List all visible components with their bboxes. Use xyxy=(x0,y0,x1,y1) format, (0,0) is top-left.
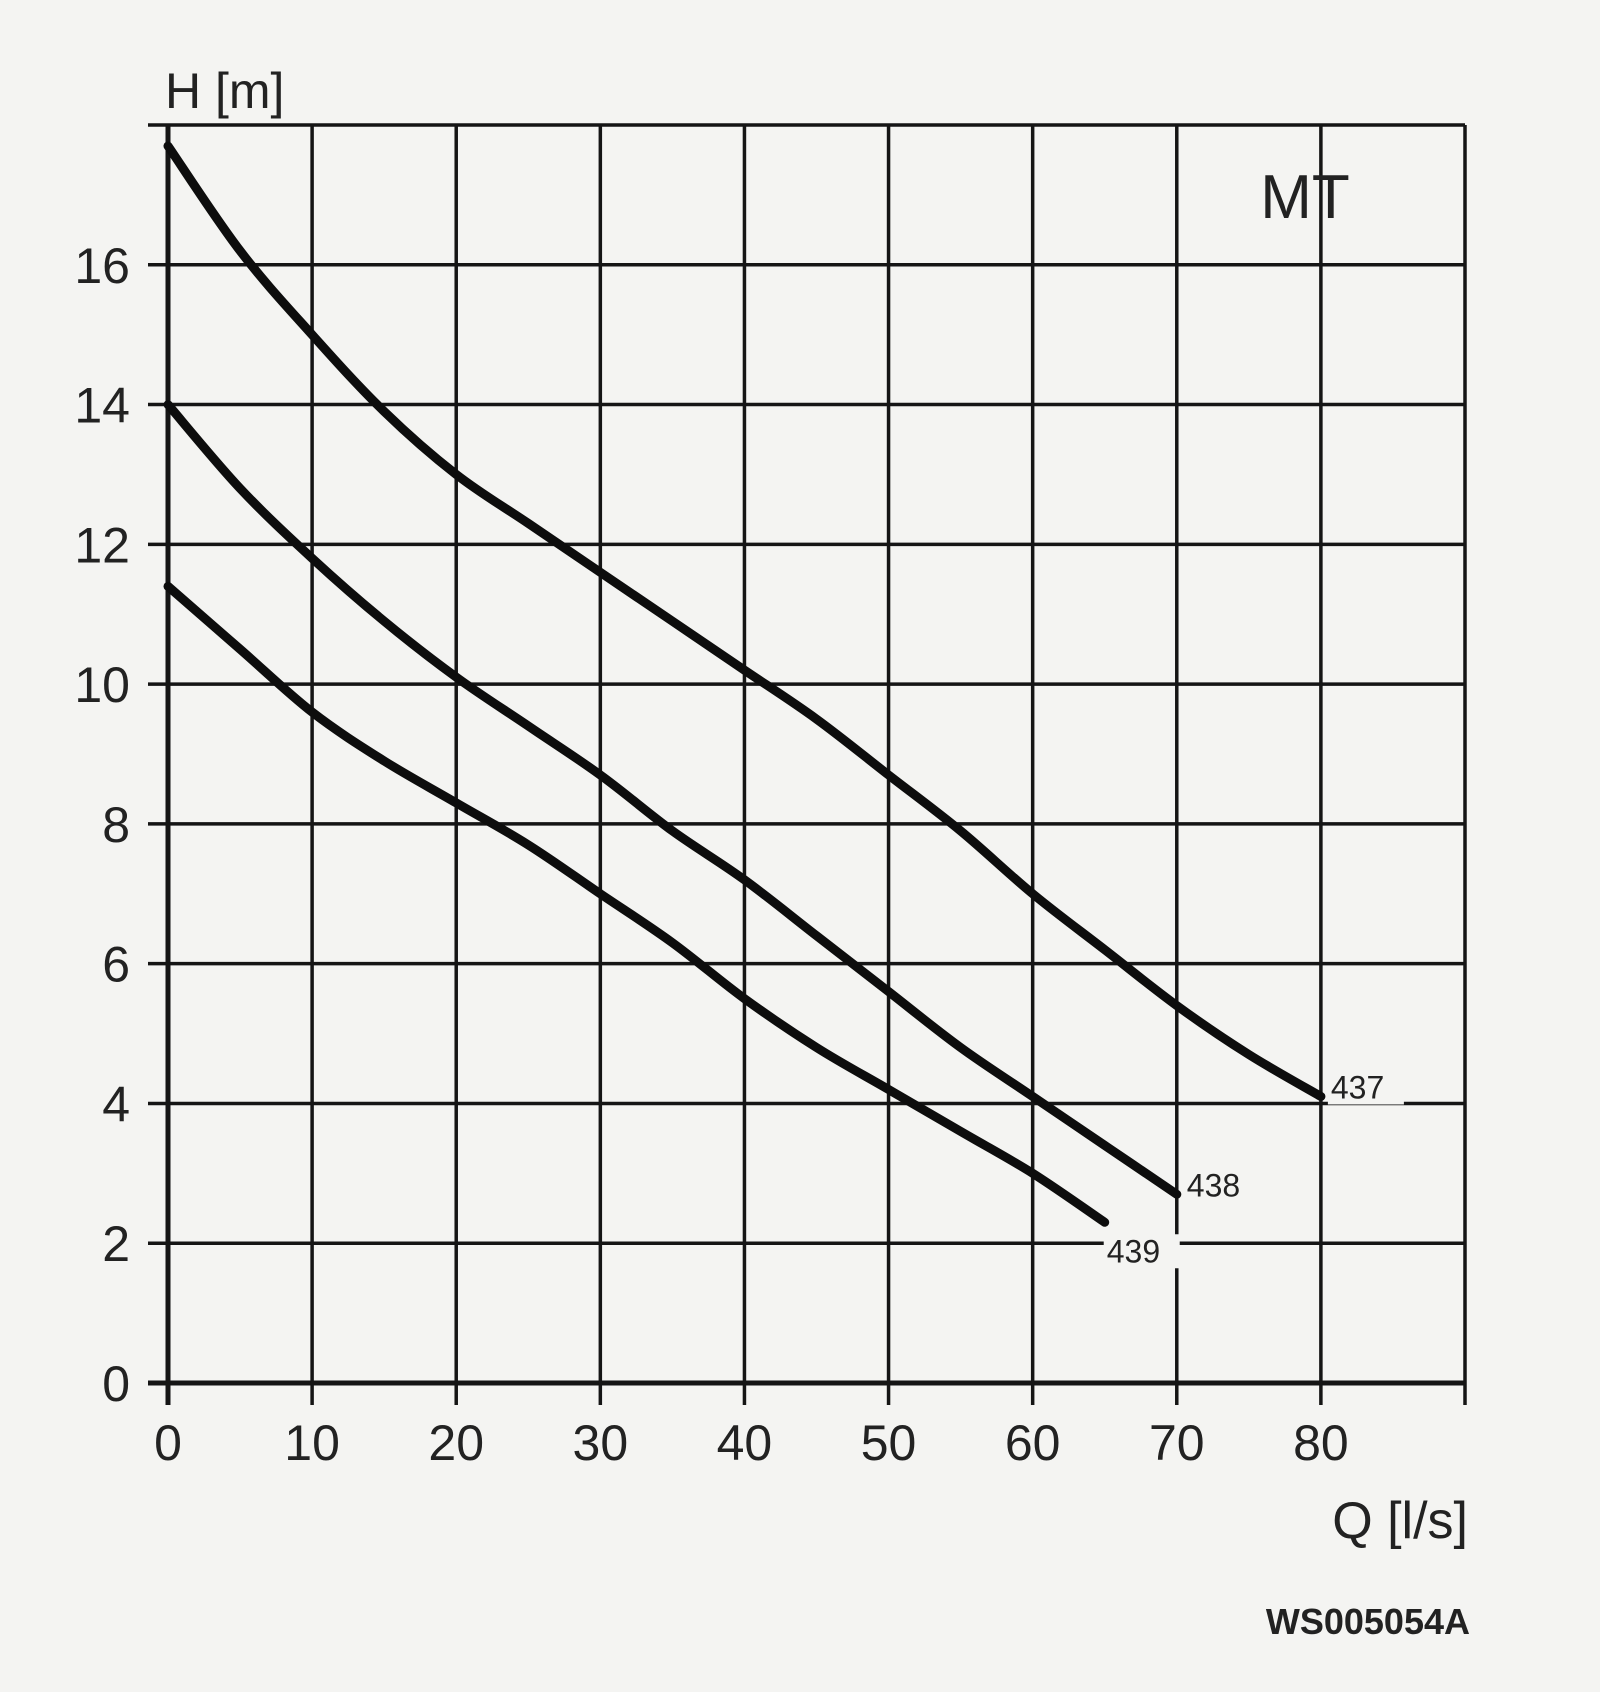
y-tick-label: 10 xyxy=(74,657,130,713)
series-label-background xyxy=(1183,1168,1260,1203)
series-line-439 xyxy=(163,581,1110,1227)
y-tick-label: 16 xyxy=(74,238,130,294)
x-axis-label: Q [l/s] xyxy=(1332,1492,1468,1550)
x-tick-label: 30 xyxy=(573,1415,629,1471)
chart-title: MT xyxy=(1260,163,1350,232)
series-label-background xyxy=(1103,1234,1180,1269)
y-tick-label: 4 xyxy=(102,1076,130,1132)
y-axis-label: H [m] xyxy=(165,63,284,119)
series-line-438 xyxy=(163,400,1182,1199)
y-tick-label: 8 xyxy=(102,797,130,853)
chart-labels: H [m] Q [l/s] MT WS005054A xyxy=(165,63,1470,1642)
x-tick-label: 70 xyxy=(1149,1415,1205,1471)
series-label-background xyxy=(1327,1070,1404,1105)
y-tick-label: 12 xyxy=(74,517,130,573)
x-tick-label: 80 xyxy=(1293,1415,1349,1471)
x-tick-label: 0 xyxy=(154,1415,182,1471)
series-label-437: 437 xyxy=(1331,1069,1384,1105)
x-tick-label: 50 xyxy=(861,1415,917,1471)
x-tick-label: 20 xyxy=(428,1415,484,1471)
y-tick-label: 14 xyxy=(74,378,130,434)
grid xyxy=(148,123,1467,1405)
series-line-437 xyxy=(163,141,1326,1101)
y-tick-label: 2 xyxy=(102,1216,130,1272)
x-tick-label: 10 xyxy=(284,1415,340,1471)
axis-ticks: 0 2 4 6 8 10 12 14 16 0 10 20 30 40 50 60 70 80 xyxy=(74,238,1348,1471)
series-label-438: 438 xyxy=(1187,1167,1240,1203)
x-tick-label: 40 xyxy=(717,1415,773,1471)
figure-code: WS005054A xyxy=(1266,1601,1470,1642)
x-tick-label: 60 xyxy=(1005,1415,1061,1471)
series-label-439: 439 xyxy=(1107,1233,1160,1269)
y-tick-label: 6 xyxy=(102,937,130,993)
y-tick-label: 0 xyxy=(102,1356,130,1412)
series-lines: 437 438 439 xyxy=(163,141,1404,1269)
